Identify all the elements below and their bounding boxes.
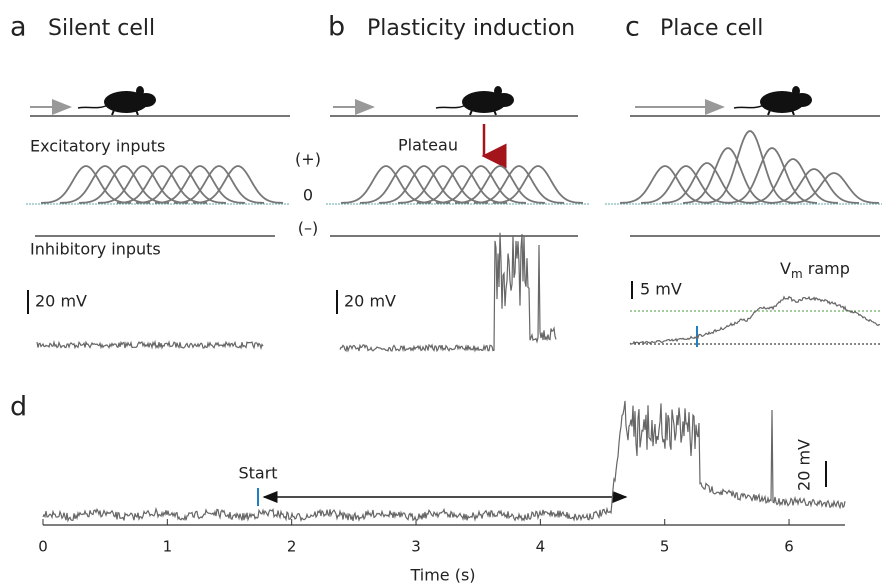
input-bump — [416, 165, 508, 204]
input-bump — [116, 165, 208, 204]
input-bump — [640, 165, 732, 204]
panel-title: Place cell — [660, 16, 763, 41]
scale-bars — [27, 281, 827, 487]
x-tick-label: 3 — [411, 538, 421, 556]
panel-letter: d — [10, 392, 27, 423]
mouse-icon — [733, 85, 813, 116]
voltage-trace — [339, 232, 557, 353]
panel-letter: c — [625, 12, 640, 43]
input-bump — [789, 172, 879, 204]
x-tick-label: 4 — [536, 538, 546, 556]
input-label: Excitatory inputs — [30, 137, 165, 156]
scale-label: 20 mV — [35, 292, 87, 311]
input-bump — [769, 168, 859, 204]
panel-letter: b — [328, 12, 345, 43]
sign-label: (+) — [295, 150, 321, 169]
input-bump — [378, 165, 470, 204]
input-bump — [747, 158, 839, 204]
input-bump — [661, 162, 753, 204]
input-bump — [173, 165, 265, 204]
input-bump — [682, 147, 774, 204]
input-bump — [40, 165, 132, 204]
input-bump — [473, 165, 565, 204]
input-bump — [192, 165, 284, 204]
input-bump — [59, 165, 151, 204]
scale-label: 20 mV — [795, 439, 814, 491]
start-label: Start — [238, 464, 277, 483]
scale-label: 20 mV — [344, 292, 396, 311]
x-axis-title: Time (s) — [409, 566, 475, 585]
x-tick-label: 0 — [38, 538, 48, 556]
sign-label: 0 — [303, 186, 313, 205]
x-tick-label: 5 — [660, 538, 670, 556]
input-bump — [340, 165, 432, 204]
plateau-label: Plateau — [398, 136, 458, 155]
input-bump — [154, 165, 246, 204]
mouse-icon — [435, 85, 515, 116]
panel-title: Plasticity induction — [367, 16, 575, 41]
scale-label: 5 mV — [640, 280, 682, 299]
mouse-icon — [77, 85, 157, 116]
input-bump — [454, 165, 546, 204]
input-bump — [704, 130, 796, 204]
input-bump — [359, 165, 451, 204]
input-bump — [492, 165, 584, 204]
voltage-trace — [36, 339, 264, 351]
tracks — [30, 99, 880, 237]
vm-label: Vm ramp — [780, 259, 850, 281]
x-tick-label: 6 — [784, 538, 794, 556]
panel-title: Silent cell — [48, 16, 155, 41]
input-bump — [78, 165, 170, 204]
voltage-trace — [629, 295, 881, 345]
input-bump — [435, 165, 527, 204]
x-tick-label: 1 — [163, 538, 173, 556]
input-bump — [726, 147, 818, 204]
input-label: Inhibitory inputs — [30, 240, 161, 259]
panel-letter: a — [10, 12, 27, 43]
sign-label: (–) — [298, 219, 318, 238]
input-bump — [135, 165, 227, 204]
input-bump — [619, 165, 711, 204]
x-tick-label: 2 — [287, 538, 297, 556]
voltage-trace — [42, 400, 846, 523]
input-bump — [97, 165, 189, 204]
input-bump — [397, 165, 489, 204]
